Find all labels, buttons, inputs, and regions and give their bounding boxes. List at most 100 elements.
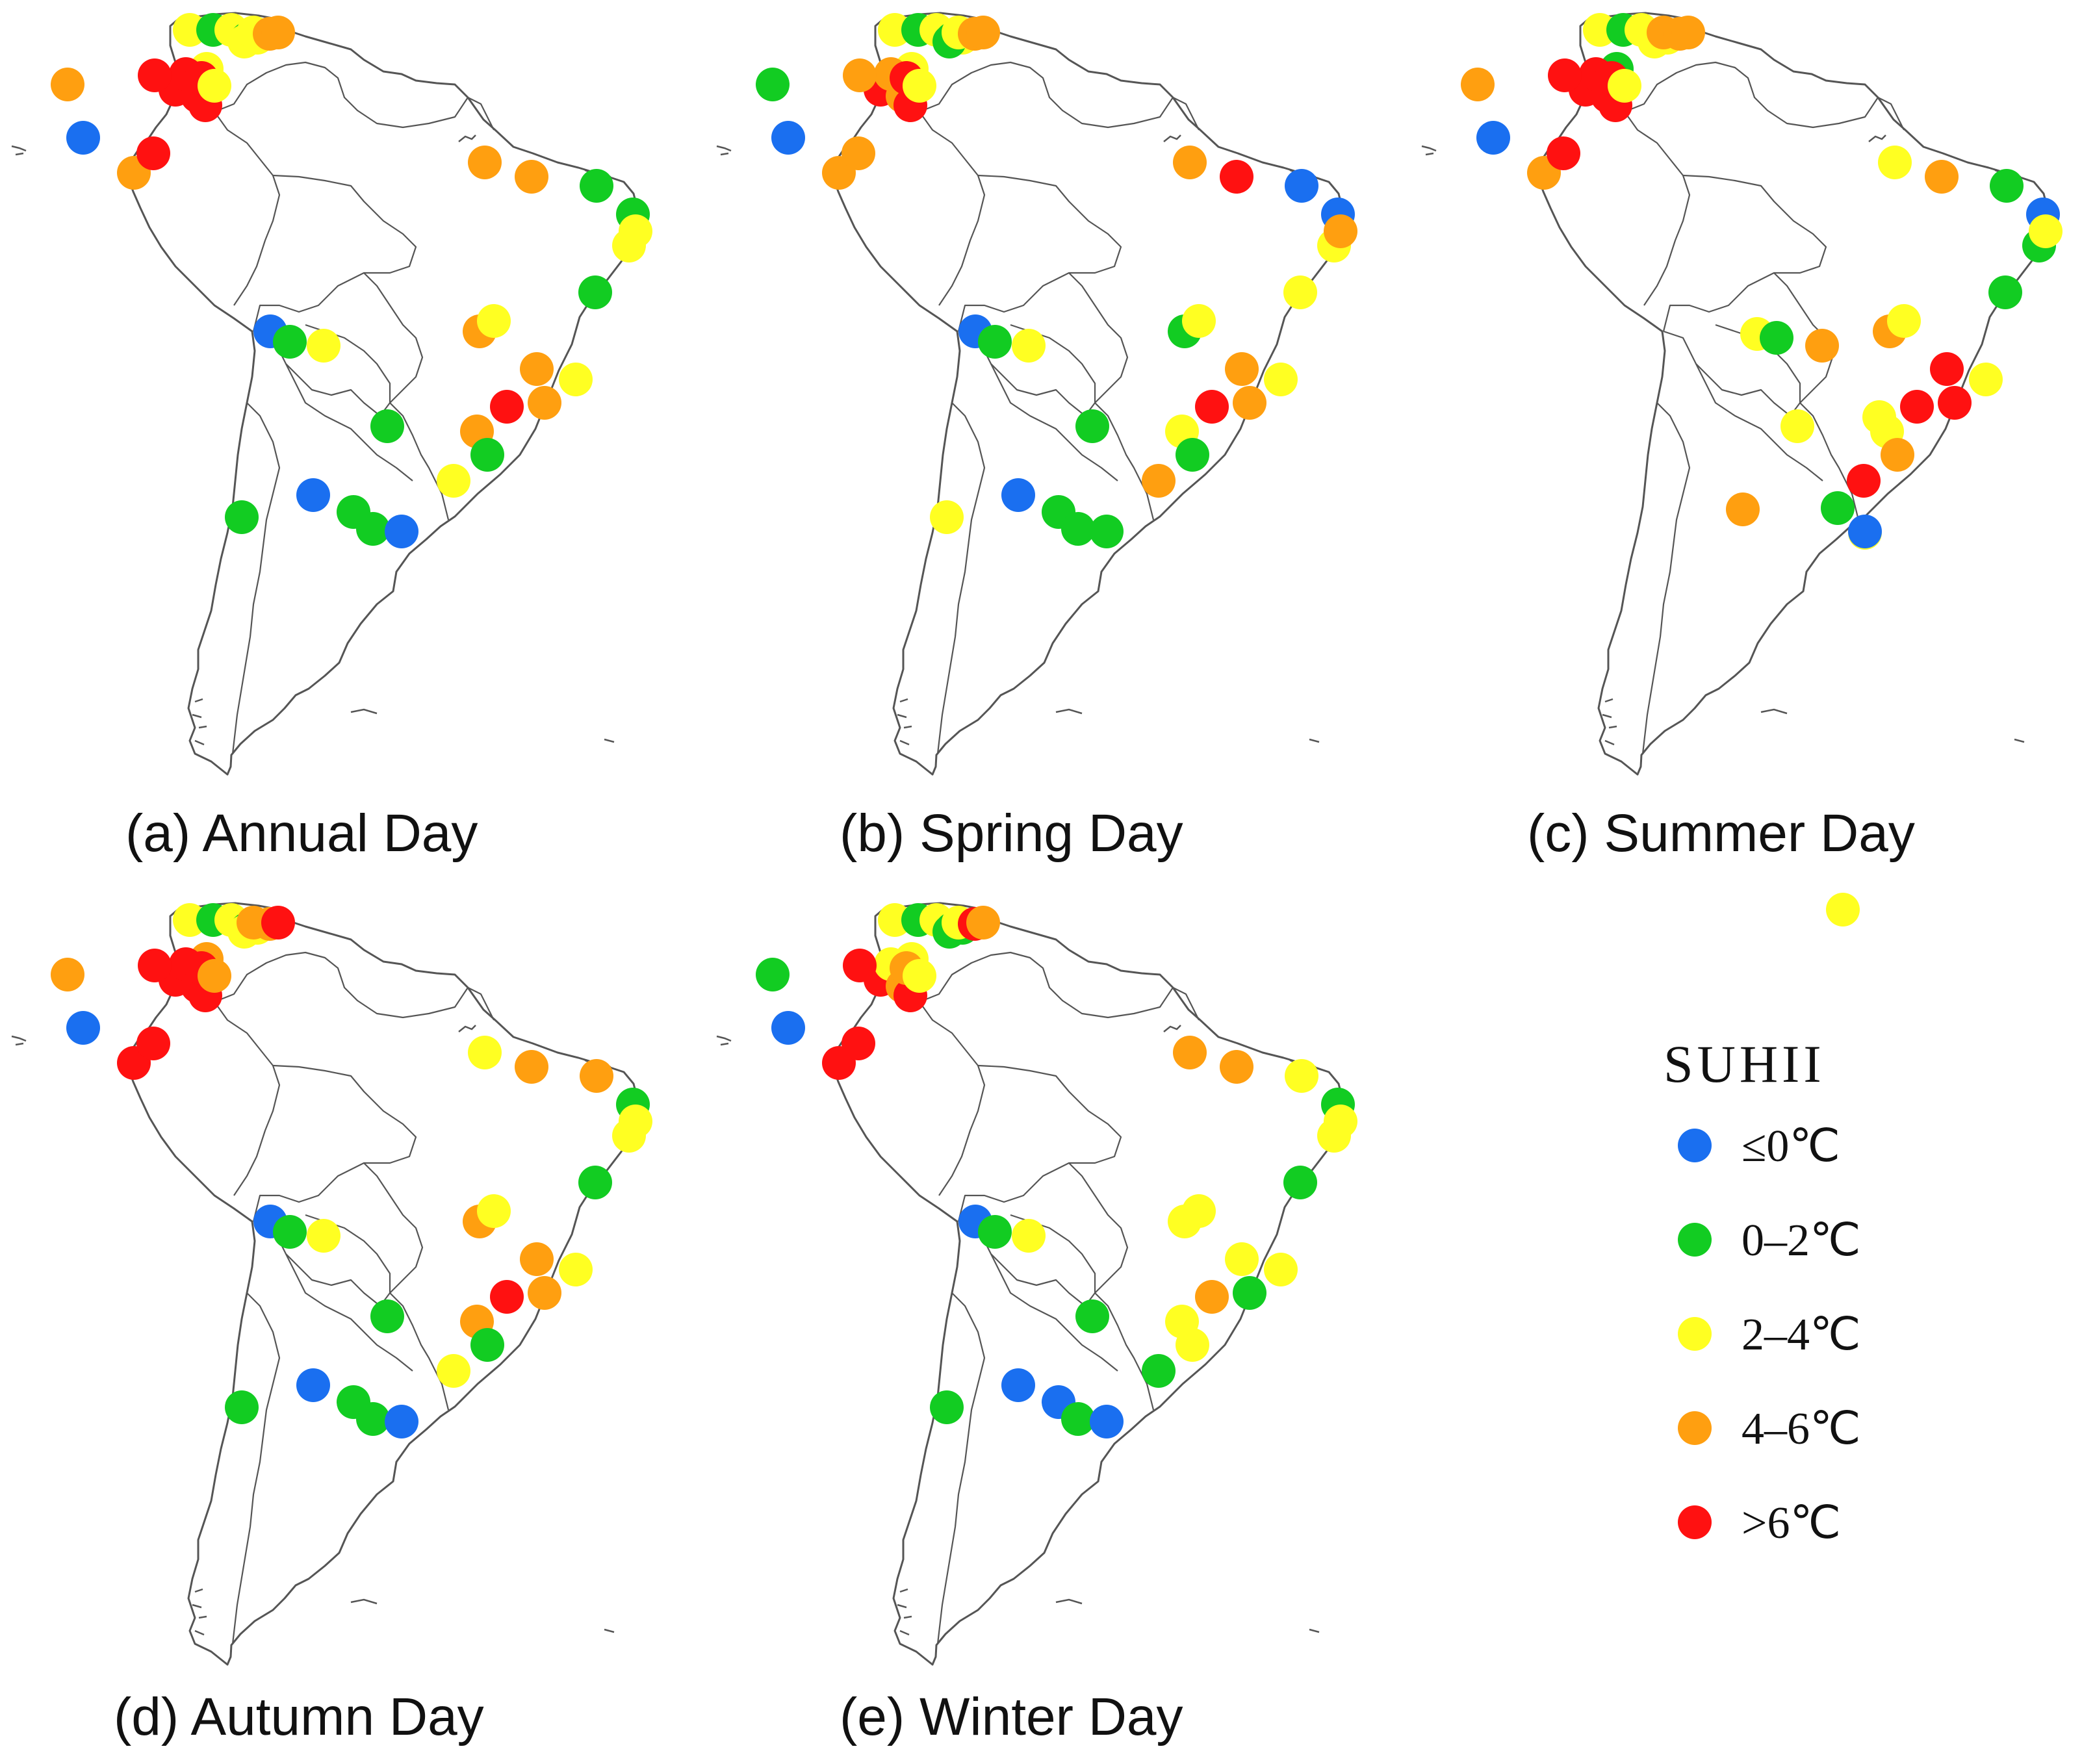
city-marker-le0 (1285, 169, 1318, 203)
city-marker-c2_4 (1182, 304, 1216, 338)
city-marker-c2_4 (307, 329, 341, 363)
city-marker-c0_2 (356, 1402, 390, 1436)
city-marker-c4_6 (261, 16, 295, 49)
city-marker-c2_4 (1182, 1194, 1216, 1228)
legend-title: SUHII (1664, 1034, 1825, 1093)
city-marker-c2_4 (173, 903, 207, 937)
city-marker-c2_4 (1264, 1253, 1298, 1286)
city-marker-c4_6 (1233, 386, 1266, 420)
city-marker-gt6 (490, 1280, 524, 1314)
city-marker-gt6 (136, 1027, 170, 1060)
city-marker-c4_6 (843, 58, 877, 92)
panel-autumn-day: (d) Autumn Day (10, 902, 652, 1746)
city-marker-c0_2 (1760, 321, 1793, 355)
legend-swatch-gt6 (1678, 1505, 1712, 1539)
city-marker-c2_4 (1012, 1219, 1046, 1253)
city-marker-c0_2 (1061, 1402, 1095, 1436)
panel-caption: (e) Winter Day (840, 1687, 1183, 1746)
panel-winter-day: (e) Winter Day (715, 902, 1357, 1746)
city-marker-c0_2 (470, 438, 504, 472)
legend-label-c0_2: 0–2℃ (1741, 1216, 1861, 1266)
city-marker-c4_6 (1726, 492, 1760, 526)
city-marker-c0_2 (756, 958, 790, 991)
panel-annual-day: (a) Annual Day (10, 12, 652, 863)
city-marker-c2_4 (437, 464, 470, 498)
city-marker-c0_2 (225, 500, 259, 534)
city-marker-c4_6 (580, 1059, 613, 1093)
city-marker-c2_4 (1583, 13, 1617, 47)
city-markers (756, 903, 1357, 1438)
city-marker-c4_6 (1195, 1280, 1229, 1314)
city-marker-c0_2 (756, 68, 790, 101)
city-marker-le0 (1001, 478, 1035, 512)
city-marker-gt6 (1220, 160, 1253, 194)
city-marker-c2_4 (903, 69, 936, 103)
city-marker-c2_4 (1012, 329, 1046, 363)
city-marker-gt6 (1195, 390, 1229, 424)
city-marker-gt6 (1938, 386, 1972, 420)
city-marker-c4_6 (468, 146, 502, 179)
city-marker-gt6 (1847, 464, 1881, 498)
legend-swatch-c4_6 (1678, 1411, 1712, 1445)
city-marker-le0 (296, 1368, 330, 1402)
city-marker-le0 (1090, 1405, 1124, 1438)
legend-items: ≤0℃ 0–2℃ 2–4℃ 4–6℃ >6℃ (1678, 1121, 1861, 1548)
city-marker-c2_4 (1969, 363, 2003, 396)
panel-spring-day: (b) Spring Day (715, 12, 1357, 863)
city-marker-c2_4 (1878, 146, 1912, 179)
city-marker-c2_4 (198, 69, 231, 103)
city-marker-c0_2 (370, 409, 404, 443)
city-marker-c2_4 (619, 1105, 652, 1138)
city-marker-c0_2 (273, 325, 307, 359)
city-marker-c0_2 (1090, 515, 1124, 548)
city-marker-c4_6 (1173, 1036, 1207, 1069)
city-marker-c0_2 (1283, 1166, 1317, 1199)
city-marker-gt6 (1547, 136, 1580, 170)
legend-label-le0: ≤0℃ (1741, 1121, 1840, 1171)
city-marker-c2_4 (1283, 275, 1317, 309)
city-marker-c0_2 (1990, 169, 2024, 203)
city-marker-c0_2 (1075, 1299, 1109, 1333)
city-marker-c2_4 (1608, 69, 1641, 103)
city-marker-le0 (385, 515, 418, 548)
city-marker-c4_6 (1671, 16, 1705, 49)
city-marker-c4_6 (966, 16, 1000, 49)
city-marker-c0_2 (273, 1215, 307, 1249)
city-marker-c0_2 (1233, 1276, 1266, 1310)
city-marker-c2_4 (619, 214, 652, 248)
city-marker-gt6 (1900, 390, 1934, 424)
city-marker-le0 (771, 121, 805, 155)
city-marker-c0_2 (1075, 409, 1109, 443)
city-marker-c4_6 (51, 958, 84, 991)
city-marker-gt6 (138, 58, 172, 92)
city-marker-gt6 (843, 949, 877, 982)
city-marker-c4_6 (1881, 438, 1914, 472)
city-marker-c2_4 (173, 13, 207, 47)
city-marker-le0 (66, 121, 100, 155)
city-marker-c4_6 (1461, 68, 1495, 101)
city-marker-c4_6 (1925, 160, 1959, 194)
city-marker-c4_6 (51, 68, 84, 101)
city-marker-c0_2 (225, 1390, 259, 1424)
city-marker-le0 (771, 1011, 805, 1045)
city-marker-c0_2 (356, 512, 390, 546)
city-marker-c0_2 (978, 325, 1012, 359)
city-marker-c2_4 (878, 903, 912, 937)
city-marker-gt6 (1548, 58, 1582, 92)
city-marker-c0_2 (580, 169, 613, 203)
city-marker-c2_4 (1264, 363, 1298, 396)
city-marker-c2_4 (1887, 304, 1921, 338)
city-marker-c4_6 (1225, 352, 1259, 386)
city-markers (51, 903, 652, 1438)
city-marker-gt6 (1930, 352, 1964, 386)
city-marker-c4_6 (528, 386, 561, 420)
legend-swatch-le0 (1678, 1129, 1712, 1162)
city-marker-c0_2 (1176, 438, 1209, 472)
panel-caption: (c) Summer Day (1527, 804, 1915, 863)
city-marker-gt6 (842, 1027, 875, 1060)
city-marker-c4_6 (515, 160, 548, 194)
city-marker-c2_4 (559, 1253, 593, 1286)
city-marker-le0 (1476, 121, 1510, 155)
city-marker-c4_6 (842, 136, 875, 170)
city-markers (51, 13, 652, 548)
